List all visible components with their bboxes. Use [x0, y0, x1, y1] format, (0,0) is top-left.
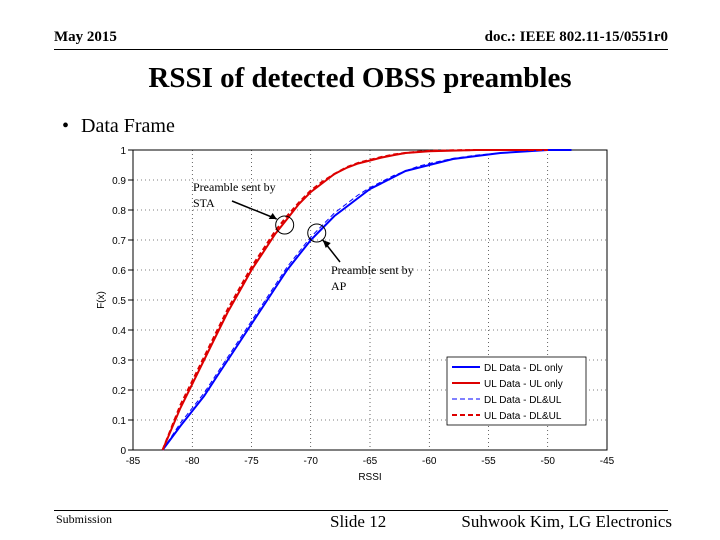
footer-submission: Submission: [56, 512, 113, 526]
legend-label: DL Data - DL&UL: [484, 395, 562, 406]
y-tick-label: 0.6: [112, 266, 126, 277]
x-tick-label: -50: [541, 456, 556, 467]
y-tick-label: 0.2: [112, 386, 126, 397]
footer-slide-number: Slide 12: [330, 512, 387, 531]
footer-rule: [54, 510, 668, 511]
y-tick-label: 0: [120, 446, 126, 457]
y-tick-label: 0.7: [112, 236, 126, 247]
y-tick-label: 0.8: [112, 206, 126, 217]
series-line: [161, 149, 572, 451]
x-tick-label: -65: [363, 456, 378, 467]
annotation-text: STA: [193, 196, 215, 210]
header-date: May 2015: [54, 29, 117, 45]
x-tick-label: -75: [244, 456, 259, 467]
bullet-icon: •: [62, 115, 70, 137]
annotation-circle: [307, 223, 327, 243]
annotation-text: AP: [331, 279, 347, 293]
annotation-text: Preamble sent by: [331, 263, 414, 277]
x-tick-label: -45: [600, 456, 615, 467]
bullet-item: • Data Frame: [62, 115, 175, 138]
x-tick-label: -80: [185, 456, 200, 467]
series-line: [161, 149, 548, 451]
slide-title: RSSI of detected OBSS preambles: [148, 62, 572, 94]
legend-label: UL Data - UL only: [484, 379, 563, 390]
y-tick-label: 0.5: [112, 296, 126, 307]
y-axis-label: F(x): [96, 291, 107, 309]
x-tick-label: -55: [481, 456, 496, 467]
x-tick-label: -60: [422, 456, 437, 467]
footer-author: Suhwook Kim, LG Electronics: [461, 512, 672, 531]
y-tick-label: 0.4: [112, 326, 126, 337]
y-tick-label: 0.1: [112, 416, 126, 427]
x-tick-label: -85: [126, 456, 141, 467]
y-tick-label: 1: [120, 146, 126, 157]
annotation-arrow: [231, 200, 277, 220]
y-tick-label: 0.9: [112, 176, 126, 187]
annotation-arrowhead: [322, 240, 331, 248]
series-line: [162, 149, 572, 451]
x-axis-label: RSSI: [358, 472, 381, 483]
legend-label: UL Data - DL&UL: [484, 411, 562, 422]
y-tick-label: 0.3: [112, 356, 126, 367]
annotation-circle: [275, 215, 295, 235]
x-tick-label: -70: [304, 456, 319, 467]
header-rule: [54, 49, 668, 50]
annotation-text: Preamble sent by: [193, 180, 276, 194]
annotation-arrowhead: [268, 213, 277, 219]
legend-label: DL Data - DL only: [484, 363, 563, 374]
header-doc-id: doc.: IEEE 802.11-15/0551r0: [484, 29, 668, 45]
legend-box: [446, 356, 587, 426]
bullet-text: Data Frame: [81, 115, 175, 137]
